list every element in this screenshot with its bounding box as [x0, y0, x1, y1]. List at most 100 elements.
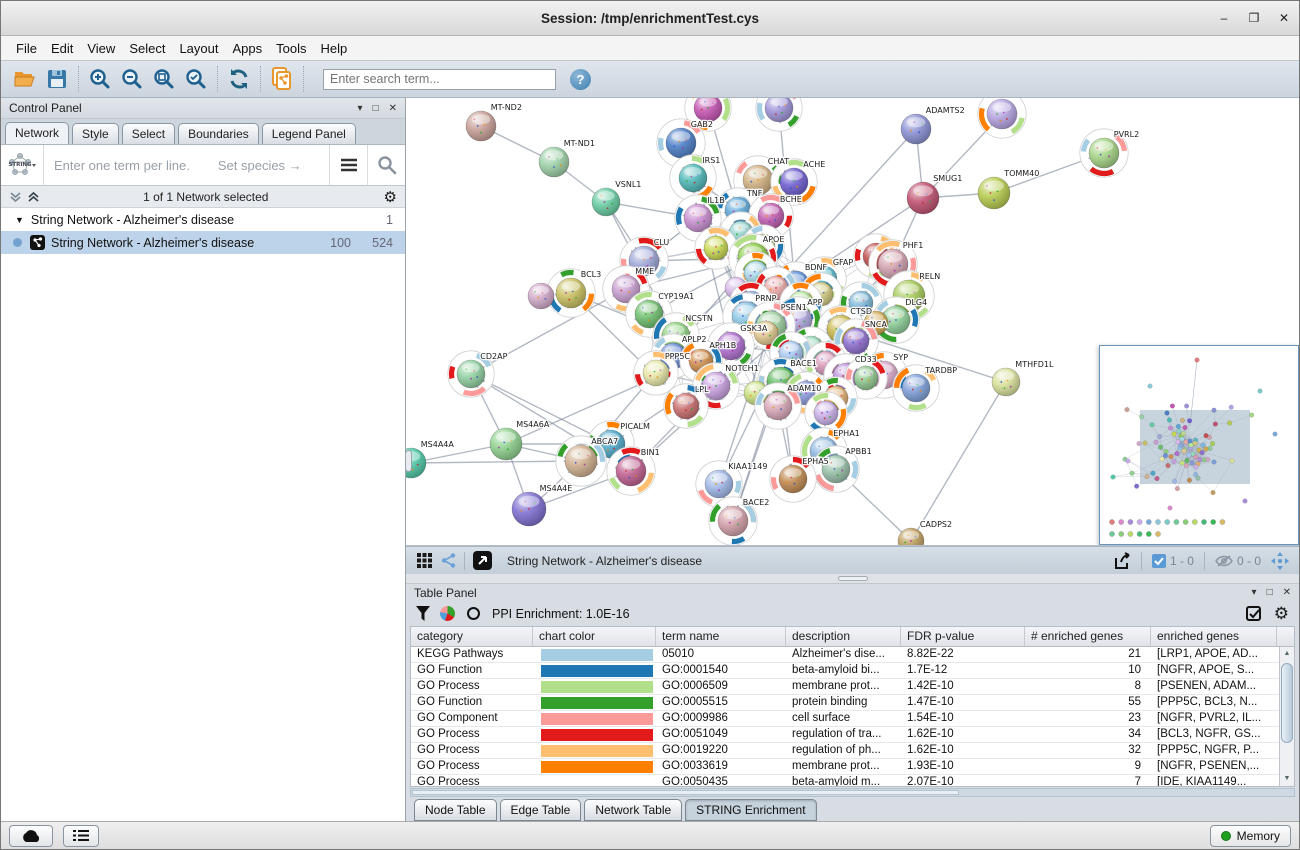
panel-splitter-grip[interactable] [406, 450, 412, 472]
tab-legend-panel[interactable]: Legend Panel [261, 123, 356, 144]
table-row[interactable]: GO Process GO:0033619 membrane prot... 1.93… [411, 759, 1294, 775]
table-row[interactable]: GO Process GO:0051049 regulation of tra...… [411, 727, 1294, 743]
column-header[interactable]: term name [656, 627, 786, 646]
network-node-SMUG1[interactable] [906, 181, 940, 215]
network-node-MS4A6A[interactable] [489, 427, 523, 461]
table-row[interactable]: GO Component GO:0009986 cell surface 1.54E-… [411, 711, 1294, 727]
scroll-up-icon[interactable]: ▲ [1283, 650, 1291, 657]
string-options-icon[interactable] [329, 145, 367, 185]
tab-style[interactable]: Style [72, 123, 119, 144]
table-row[interactable]: GO Function GO:0001540 beta-amyloid bi... 1… [411, 663, 1294, 679]
menu-item-layout[interactable]: Layout [179, 40, 219, 56]
network-node-KIAA1149[interactable] [695, 460, 743, 508]
maximize-button[interactable]: ❐ [1248, 11, 1260, 25]
network-node-ADAMTS2[interactable] [900, 113, 932, 145]
tab-boundaries[interactable]: Boundaries [178, 123, 259, 144]
share-network-icon[interactable] [436, 546, 460, 576]
network-node-MS4A4E[interactable] [511, 491, 547, 527]
network-node-EPHA5[interactable] [769, 455, 817, 503]
table-settings-gear-icon[interactable]: ⚙ [1273, 603, 1289, 623]
network-node-APBB1[interactable] [812, 445, 860, 493]
menu-item-tools[interactable]: Tools [276, 40, 307, 56]
table-row[interactable]: GO Function GO:0005515 protein binding 1.47… [411, 695, 1294, 711]
network-node[interactable] [753, 320, 779, 346]
zoom-fit-icon[interactable] [148, 64, 180, 94]
minimize-button[interactable]: – [1220, 11, 1228, 25]
network-collection-row[interactable]: ▼ String Network - Alzheimer's disease 1 [1, 208, 405, 231]
table-float-icon[interactable]: ▾ [1251, 587, 1257, 599]
table-horizontal-scrollbar[interactable] [410, 788, 1295, 797]
tab-edge-table[interactable]: Edge Table [499, 799, 582, 821]
birdseye-toggle-icon[interactable] [469, 546, 495, 576]
select-rows-icon[interactable] [1245, 605, 1262, 622]
column-header[interactable]: description [786, 627, 901, 646]
set-species-hint[interactable]: Set species → [217, 157, 302, 173]
task-list-icon[interactable] [63, 824, 99, 847]
column-header[interactable]: # enriched genes [1025, 627, 1151, 646]
network-node-TARDBP[interactable] [892, 364, 940, 412]
menu-item-select[interactable]: Select [129, 40, 166, 56]
open-session-icon[interactable] [9, 64, 41, 94]
horizontal-splitter[interactable] [406, 574, 1299, 584]
zoom-in-icon[interactable] [84, 64, 116, 94]
enrichment-ring-icon[interactable] [467, 607, 480, 621]
network-node[interactable] [844, 356, 888, 400]
table-row[interactable]: GO Process GO:0019220 regulation of ph... 1… [411, 743, 1294, 759]
network-clipboard-icon[interactable] [266, 64, 298, 94]
save-session-icon[interactable] [41, 64, 73, 94]
collapse-all-icon[interactable] [9, 191, 22, 203]
tab-node-table[interactable]: Node Table [414, 799, 497, 821]
string-search-icon[interactable] [367, 145, 405, 185]
network-node-BIN1[interactable] [606, 446, 656, 496]
network-graph[interactable]: MT-ND2 MT-ND1 VSNL1 GAB2 ADAMTS2 PVRL2 TOMM40 S… [406, 98, 1295, 546]
column-header[interactable]: category [411, 627, 533, 646]
network-node-BACE2[interactable] [708, 496, 758, 545]
cloud-status-icon[interactable] [9, 824, 53, 847]
network-node-VSNL1[interactable] [591, 187, 621, 217]
table-undock-icon[interactable]: □ [1266, 587, 1273, 599]
birdseye-view[interactable] [1099, 345, 1299, 545]
string-logo-icon[interactable]: STRING [1, 152, 43, 178]
tab-network[interactable]: Network [5, 122, 70, 144]
table-row[interactable]: GO Process GO:0006509 membrane prot... 1.42… [411, 679, 1294, 695]
network-node-ADAM10[interactable] [754, 382, 802, 430]
refresh-layout-icon[interactable] [223, 64, 255, 94]
export-network-icon[interactable] [1109, 546, 1137, 576]
menu-item-edit[interactable]: Edit [50, 40, 74, 56]
filter-icon[interactable] [416, 606, 430, 622]
menu-item-help[interactable]: Help [320, 40, 348, 56]
enrichment-chart-icon[interactable] [440, 606, 455, 622]
memory-button[interactable]: Memory [1209, 824, 1291, 847]
search-input[interactable] [323, 68, 556, 90]
tab-string-enrichment[interactable]: STRING Enrichment [685, 799, 817, 821]
menu-item-view[interactable]: View [87, 40, 116, 56]
table-row[interactable]: KEGG Pathways 05010 Alzheimer's dise... 8.8… [411, 647, 1294, 663]
column-header[interactable]: FDR p-value [901, 627, 1025, 646]
column-header[interactable]: chart color [533, 627, 656, 646]
grid-view-icon[interactable] [412, 546, 436, 576]
menu-item-apps[interactable]: Apps [232, 40, 263, 56]
string-query-placeholder[interactable]: Enter one term per line. [54, 157, 190, 173]
network-node-MT-ND1[interactable] [538, 146, 570, 178]
network-node-MT-ND2[interactable] [465, 110, 497, 142]
network-node[interactable] [755, 98, 803, 132]
network-node-CD2AP[interactable] [447, 350, 495, 398]
network-row-selected[interactable]: String Network - Alzheimer's disease 100… [1, 231, 405, 254]
close-button[interactable]: ✕ [1278, 11, 1290, 25]
network-node-LPL[interactable] [663, 383, 709, 429]
collection-expander-icon[interactable]: ▼ [15, 214, 24, 225]
zoom-selected-icon[interactable] [180, 64, 212, 94]
table-close-icon[interactable]: ✕ [1282, 587, 1291, 599]
scroll-down-icon[interactable]: ▼ [1283, 775, 1291, 782]
network-panel-gear-icon[interactable]: ⚙ [383, 188, 397, 206]
menu-item-file[interactable]: File [16, 40, 37, 56]
table-row[interactable]: GO Process GO:0050435 beta-amyloid m... 2.0… [411, 775, 1294, 786]
network-view-canvas[interactable]: MT-ND2 MT-ND1 VSNL1 GAB2 ADAMTS2 PVRL2 TOMM40 S… [406, 98, 1299, 546]
network-node-PVRL2[interactable] [1079, 128, 1129, 178]
scrollbar-thumb[interactable] [1281, 663, 1293, 743]
zoom-out-icon[interactable] [116, 64, 148, 94]
network-node-CADPS2[interactable] [897, 527, 925, 546]
tab-select[interactable]: Select [121, 123, 176, 144]
column-header[interactable]: enriched genes [1151, 627, 1277, 646]
tab-network-table[interactable]: Network Table [584, 799, 683, 821]
